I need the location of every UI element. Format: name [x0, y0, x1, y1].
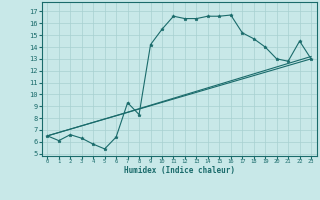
X-axis label: Humidex (Indice chaleur): Humidex (Indice chaleur)	[124, 166, 235, 175]
